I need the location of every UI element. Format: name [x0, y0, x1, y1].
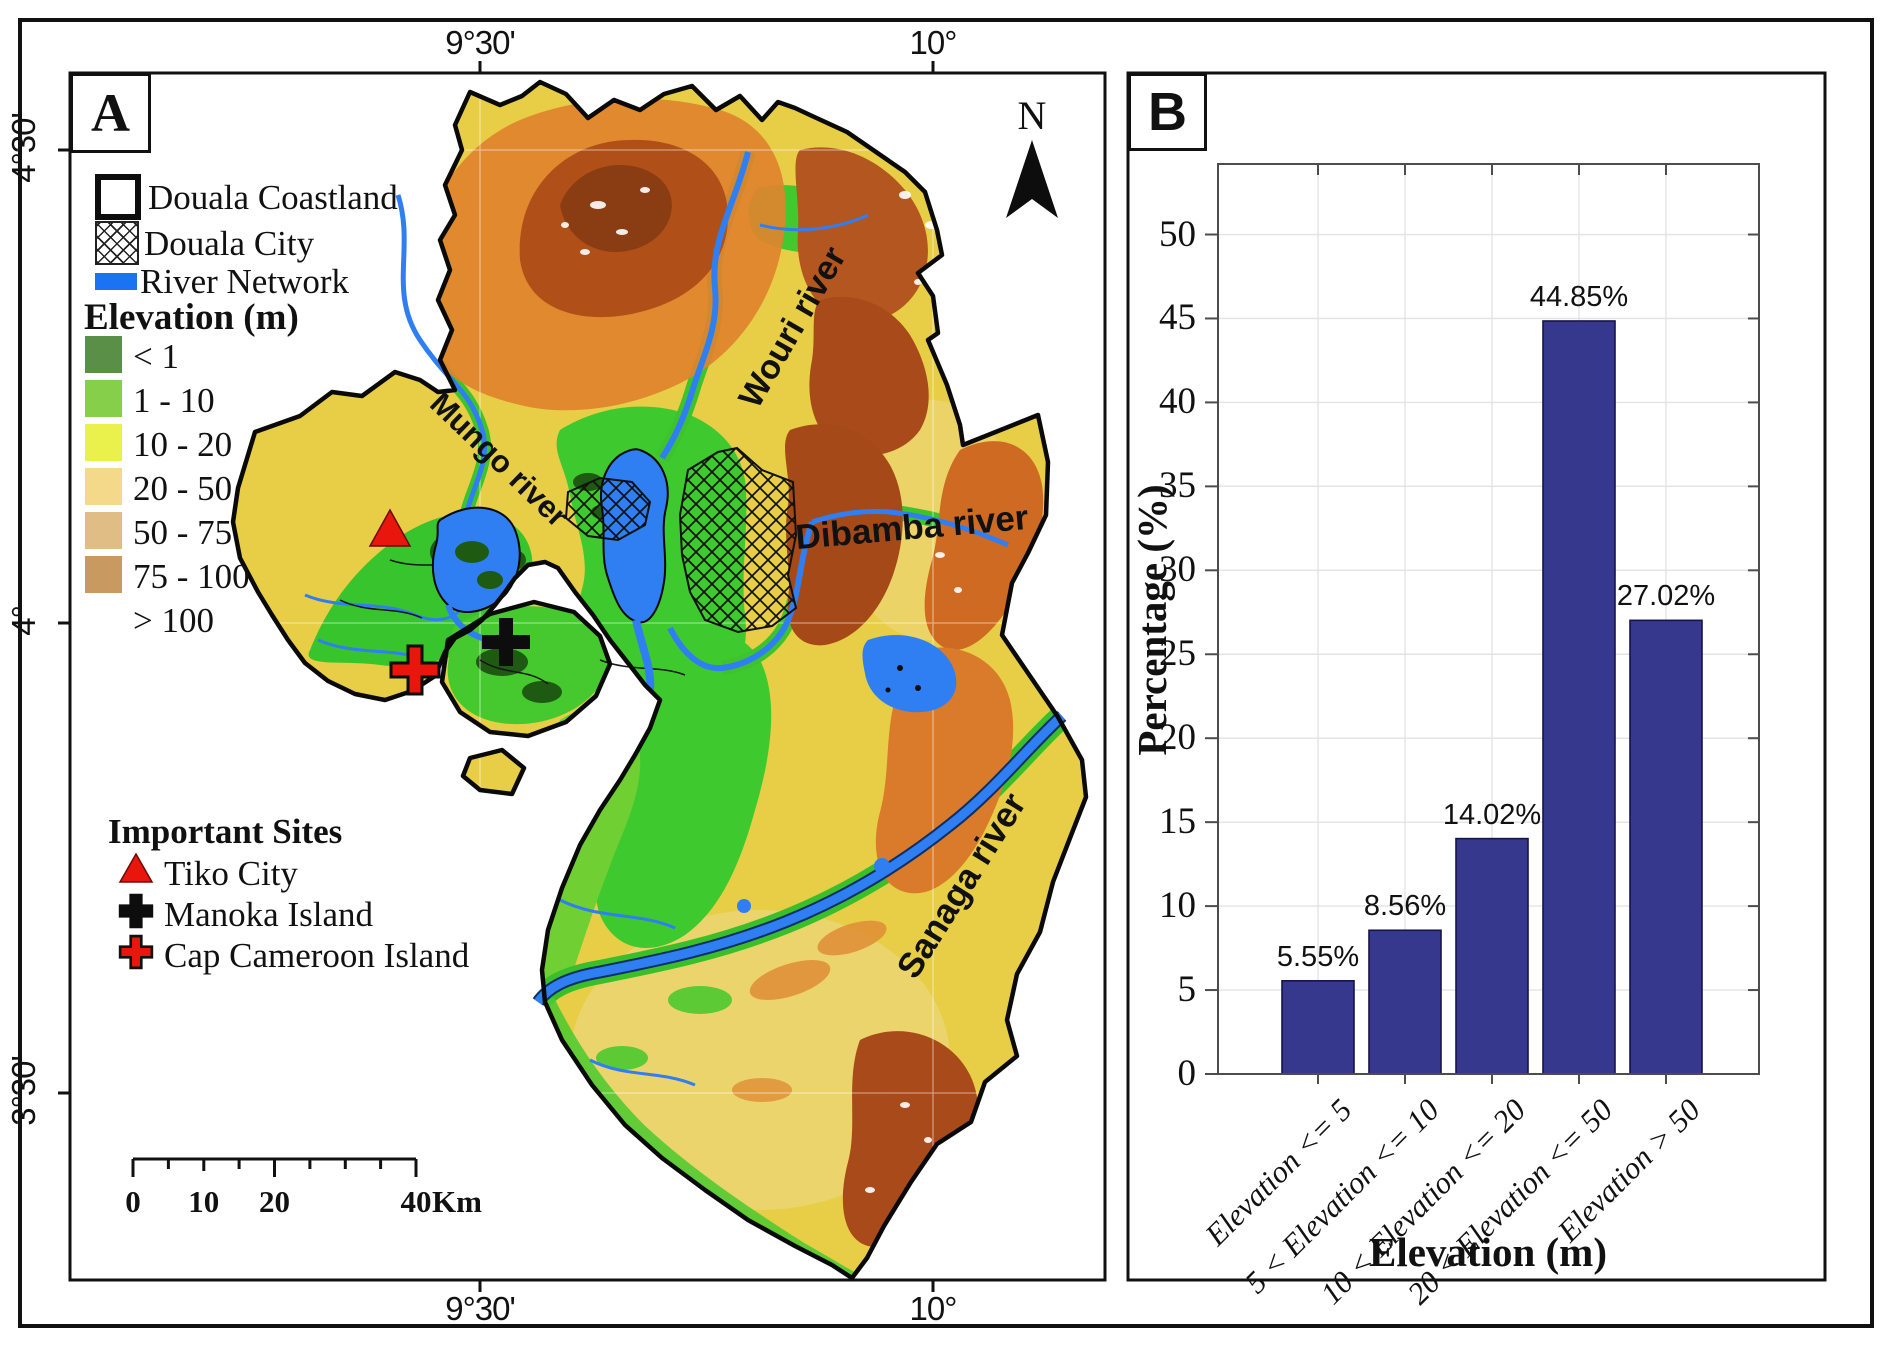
- elevation-legend-title: Elevation (m): [84, 297, 299, 338]
- outer-border: [18, 18, 1874, 1328]
- north-arrow-icon: [1006, 140, 1058, 218]
- scale-bar: [131, 1157, 418, 1177]
- y-tick-label: 30: [1159, 549, 1196, 591]
- panel-b-label: B: [1128, 73, 1207, 151]
- y-tick-label: 0: [1177, 1053, 1197, 1094]
- panel-b-frame: [1126, 71, 1827, 1282]
- map-lat-label: 3°30': [5, 1056, 42, 1126]
- chart-plot-box: [1217, 163, 1760, 1075]
- elevation-swatch-icon: [85, 556, 122, 593]
- north-label: N: [1017, 93, 1047, 138]
- legend-item-coastland: Douala Coastland: [95, 174, 398, 220]
- bar-1: [1368, 929, 1442, 1075]
- bar-3: [1542, 320, 1616, 1075]
- map-lat-label: 4°30': [5, 113, 42, 183]
- map-markers: [368, 508, 530, 696]
- elevation-class-label: 10 - 20: [133, 425, 233, 464]
- y-tick-label: 35: [1159, 465, 1196, 507]
- site-marker-cross-icon: [118, 893, 154, 929]
- bar-4: [1629, 619, 1703, 1075]
- bar-chart-graphic: [1205, 163, 1760, 1084]
- legend-river-label: River Network: [140, 262, 349, 301]
- elevation-class-label: 75 - 100: [133, 557, 250, 596]
- elevation-swatch-icon: [85, 424, 122, 461]
- y-tick-label: 5: [1177, 969, 1197, 1011]
- manoka-island-marker: [482, 618, 530, 666]
- coastland-swatch-icon: [95, 174, 141, 220]
- bar-value-label: 8.56%: [1363, 890, 1447, 923]
- site-marker-triangle-icon: [118, 852, 154, 888]
- site-label: Manoka Island: [164, 895, 373, 934]
- bar-0: [1281, 980, 1355, 1075]
- site-label: Cap Cameroon Island: [164, 936, 470, 975]
- douala-city-hatch: [564, 446, 798, 634]
- elevation-class-label: < 1: [133, 337, 179, 376]
- city-hatch-swatch-icon: [95, 221, 139, 265]
- bar-value-label: 5.55%: [1276, 940, 1360, 973]
- legend-coastland-label: Douala Coastland: [148, 177, 398, 217]
- bar-value-label: 27.02%: [1616, 580, 1716, 613]
- elevation-class-label: 1 - 10: [133, 381, 215, 420]
- elevation-swatch-icon: [85, 380, 122, 417]
- elevation-swatch-icon: [85, 336, 122, 373]
- river-network: [304, 151, 1067, 1087]
- chart-x-axis-title: Elevation (m): [1369, 1229, 1607, 1275]
- y-tick-label: 25: [1159, 633, 1196, 675]
- legend-city-label: Douala City: [144, 223, 315, 263]
- panel-a-label: A: [70, 73, 151, 153]
- scalebar-unit: Km: [432, 1184, 482, 1219]
- map-lon-label-bottom: 10°: [909, 1290, 958, 1327]
- y-tick-label: 45: [1159, 297, 1196, 339]
- elevation-class-label: > 100: [133, 601, 214, 640]
- bar-value-label: 44.85%: [1529, 280, 1629, 313]
- map-lon-label-bottom: 9°30': [445, 1290, 516, 1327]
- tiko-city-marker: [368, 508, 412, 547]
- site-label: Tiko City: [164, 854, 298, 893]
- river-swatch-icon: [95, 273, 137, 290]
- elevation-class-label: 20 - 50: [133, 469, 233, 508]
- y-tick-label: 10: [1159, 885, 1196, 927]
- map-lon-label-top: 10°: [909, 24, 958, 61]
- scalebar-number: 10: [188, 1184, 220, 1219]
- scalebar-number: 0: [125, 1184, 141, 1219]
- site-marker-cross-icon: [118, 934, 154, 970]
- bar-2: [1455, 837, 1529, 1075]
- legend-item-city: Douala City: [95, 221, 314, 265]
- important-sites-title: Important Sites: [108, 812, 343, 851]
- map-lat-label: 4°: [5, 606, 42, 636]
- y-tick-label: 15: [1159, 801, 1196, 843]
- bar-value-label: 14.02%: [1442, 798, 1542, 831]
- elevation-class-label: 50 - 75: [133, 513, 233, 552]
- scalebar-number: 40: [400, 1184, 432, 1219]
- map-lon-label-top: 9°30': [445, 24, 516, 61]
- elevation-swatch-icon: [85, 468, 122, 505]
- scalebar-number: 20: [259, 1184, 290, 1219]
- y-tick-label: 50: [1159, 213, 1196, 255]
- cap-cameroon-marker: [389, 644, 441, 696]
- y-tick-label: 20: [1159, 717, 1196, 759]
- elevation-swatch-icon: [85, 512, 122, 549]
- legend-item-river: River Network: [95, 264, 349, 299]
- map-frame-ticks: [58, 61, 935, 1292]
- y-tick-label: 40: [1159, 381, 1196, 423]
